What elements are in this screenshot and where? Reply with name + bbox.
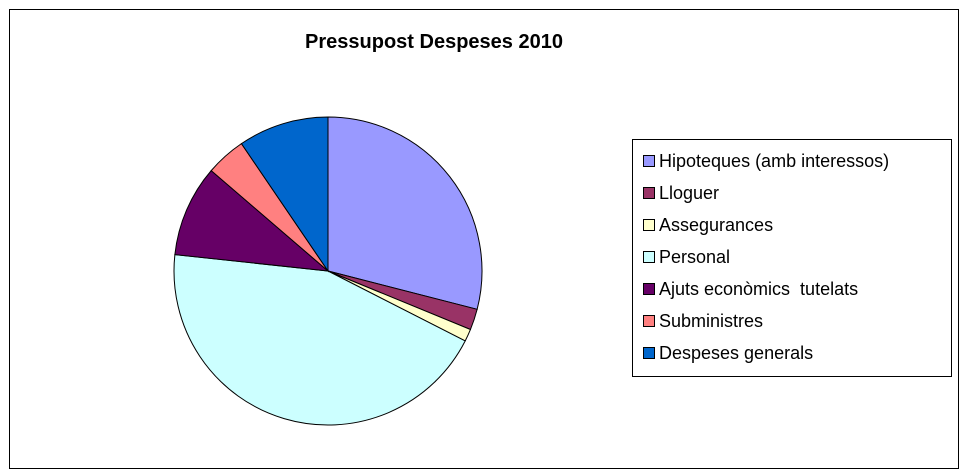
legend-label: Despeses generals <box>659 342 814 363</box>
pie-slice-7 <box>240 116 329 273</box>
legend-label: Ajuts econòmics tutelats <box>659 278 859 299</box>
legend-item-5: Ajuts econòmics tutelats <box>633 273 951 305</box>
chart-legend: Hipoteques (amb interessos) Lloguer Assegu… <box>632 139 952 377</box>
legend-item-2: Lloguer <box>633 177 951 209</box>
legend-label: Assegurances <box>659 214 774 235</box>
legend-item-3: Assegurances <box>633 209 951 241</box>
pie-slice-5 <box>174 169 330 272</box>
legend-swatch <box>643 155 655 167</box>
legend-item-4: Personal <box>633 241 951 273</box>
legend-label: Lloguer <box>659 182 720 203</box>
legend-item-1: Hipoteques (amb interessos) <box>633 145 951 177</box>
legend-label: Hipoteques (amb interessos) <box>659 150 890 171</box>
legend-swatch <box>643 187 655 199</box>
legend-swatch <box>643 283 655 295</box>
pie-slices <box>173 116 483 426</box>
legend-swatch <box>643 219 655 231</box>
legend-label: Subministres <box>659 310 764 331</box>
legend-swatch <box>643 347 655 359</box>
legend-item-6: Subministres <box>633 305 951 337</box>
legend-label: Personal <box>659 246 731 267</box>
pie-slice-1 <box>327 116 483 310</box>
pie-slice-4 <box>173 254 466 426</box>
legend-swatch <box>643 251 655 263</box>
legend-item-7: Despeses generals <box>633 337 951 369</box>
legend-swatch <box>643 315 655 327</box>
chart-title: Pressupost Despeses 2010 <box>305 31 563 53</box>
